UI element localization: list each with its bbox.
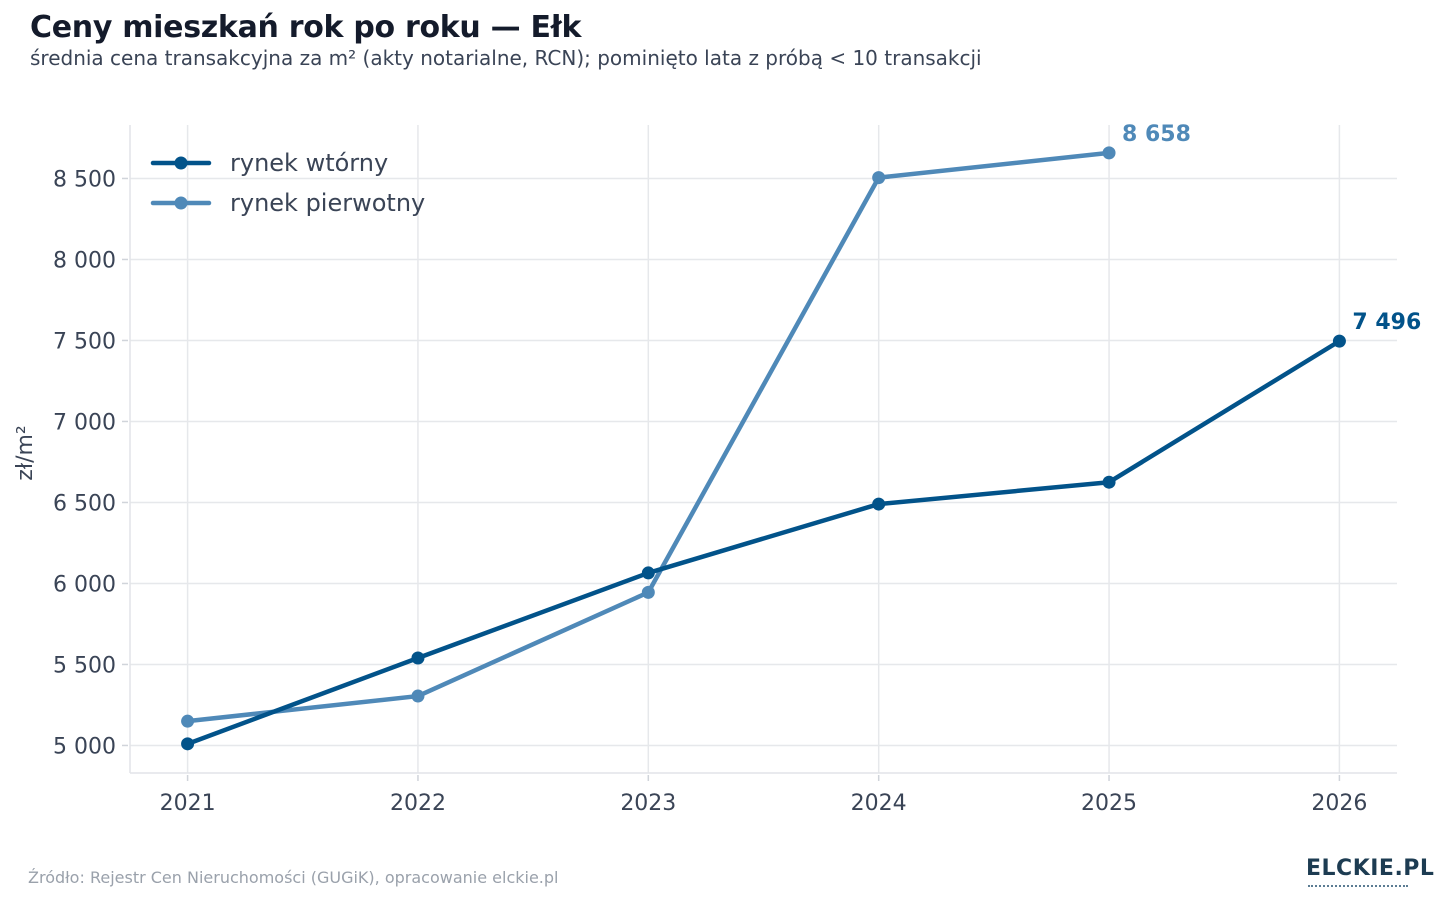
x-tick-label: 2025 — [1081, 791, 1137, 816]
legend-swatch-marker — [174, 156, 188, 170]
legend-label: rynek wtórny — [230, 149, 388, 177]
source-note: Źródło: Rejestr Cen Nieruchomości (GUGiK… — [28, 868, 559, 887]
y-tick-label: 8 000 — [53, 248, 116, 273]
x-tick-label: 2026 — [1311, 791, 1367, 816]
y-tick-label: 7 500 — [53, 329, 116, 354]
x-tick-label: 2022 — [390, 791, 446, 816]
x-tick-label: 2024 — [851, 791, 907, 816]
series-line — [185, 338, 1342, 747]
end-value-label: 7 496 — [1352, 310, 1421, 335]
chart-subtitle: średnia cena transakcyjna za m² (akty no… — [30, 46, 982, 70]
logo-wave-decoration — [1308, 880, 1408, 887]
labels-layer: 8 658 7 496 — [1122, 122, 1421, 335]
data-point — [872, 171, 886, 185]
y-tick-label: 6 500 — [53, 491, 116, 516]
data-point — [641, 566, 655, 580]
legend-label: rynek pierwotny — [230, 189, 425, 217]
data-point — [181, 737, 195, 751]
y-tick-label: 5 500 — [53, 653, 116, 678]
data-point — [411, 651, 425, 665]
brand-logo[interactable]: ELCKIE.PL — [1306, 856, 1435, 881]
end-value-label: 8 658 — [1122, 122, 1191, 147]
y-tick-label: 8 500 — [53, 167, 116, 192]
y-axis-title: zł/m² — [13, 425, 38, 480]
axes: 5 000 5 500 6 000 6 500 7 000 7 500 8 000 8 500… — [13, 125, 1397, 816]
data-point — [641, 585, 655, 599]
data-point — [411, 689, 425, 703]
x-tick-label: 2021 — [160, 791, 216, 816]
series-layer — [181, 146, 1346, 751]
y-tick-label: 7 000 — [53, 410, 116, 435]
data-point — [1102, 475, 1116, 489]
x-tick-label: 2023 — [620, 791, 676, 816]
data-point — [872, 497, 886, 511]
grid — [130, 125, 1397, 773]
y-tick-label: 6 000 — [53, 572, 116, 597]
data-point — [181, 714, 195, 728]
chart-title: Ceny mieszkań rok po roku — Ełk — [30, 10, 582, 45]
data-point — [1332, 334, 1346, 348]
legend: rynek wtórny rynek pierwotny — [150, 149, 425, 217]
legend-swatch-marker — [174, 196, 188, 210]
y-tick-label: 5 000 — [53, 734, 116, 759]
data-point — [1102, 146, 1116, 160]
